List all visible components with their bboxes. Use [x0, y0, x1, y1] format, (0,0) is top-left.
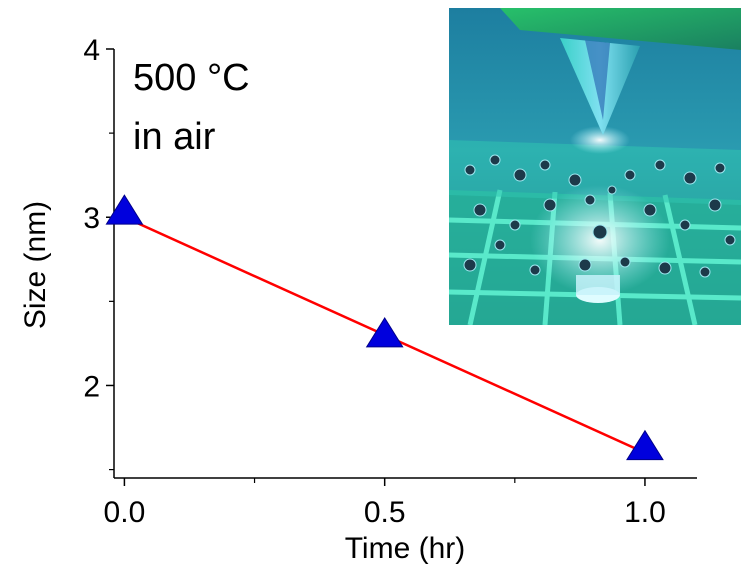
data-point-triangle	[626, 429, 664, 461]
data-point-triangle	[365, 317, 404, 348]
x-tick-label: 0.5	[364, 496, 406, 529]
x-tick-label: 0.0	[104, 496, 146, 529]
x-axis-label: Time (hr)	[345, 532, 466, 565]
data-point-triangle	[105, 194, 144, 225]
y-tick-label: 2	[83, 370, 100, 403]
tick-labels: 0.0 0.5 1.0 2 3 4	[83, 34, 665, 529]
annotation-temperature: 500 °C	[133, 57, 250, 99]
y-tick-label: 3	[83, 202, 100, 235]
x-tick-label: 1.0	[624, 496, 666, 529]
axis-ticks	[106, 48, 646, 486]
y-tick-label: 4	[83, 34, 100, 67]
y-axis-label: Size (nm)	[19, 201, 52, 329]
inset-image	[449, 8, 741, 325]
annotation-atmosphere: in air	[133, 116, 216, 158]
data-points	[105, 194, 664, 461]
